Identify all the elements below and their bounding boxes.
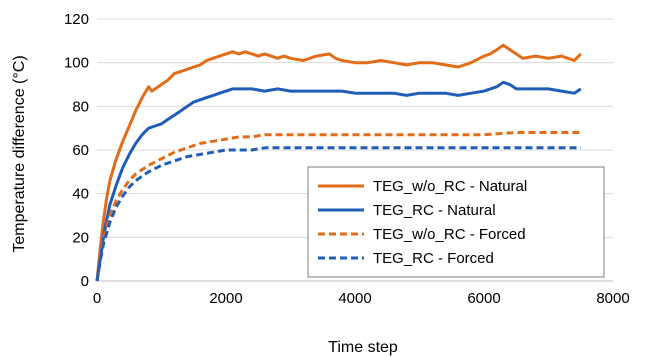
series-line-1 [95,80,582,282]
series-line-0 [95,43,582,282]
y-tick-label-1: 20 [72,229,89,246]
legend-label-1: TEG_RC - Natural [373,202,496,219]
y-tick-label-5: 100 [64,55,89,72]
y-tick-label-3: 60 [72,142,89,159]
series-line-3 [95,146,581,282]
y-tick-label-0: 0 [81,273,89,290]
series-lines [95,43,582,282]
x-axis-title: Time step [328,339,398,356]
x-tick-label-4: 8000 [596,290,629,307]
y-tick-label-6: 120 [64,11,89,28]
x-tick-label-1: 2000 [209,290,242,307]
x-tick-label-2: 4000 [338,290,371,307]
legend-label-0: TEG_w/o_RC - Natural [373,178,527,195]
x-tick-label-0: 0 [93,290,101,307]
y-axis-title: Temperature difference (°C) [11,55,28,252]
x-tick-label-3: 6000 [467,290,500,307]
legend-label-3: TEG_RC - Forced [373,250,494,267]
legend: TEG_w/o_RC - Natural TEG_RC - Natural TEG_… [307,166,605,278]
y-tick-label-4: 80 [72,98,89,115]
y-tick-label-2: 40 [72,186,89,203]
tick-labels: 0 20 40 60 80 100 120 0 2000 4000 6000 8000 [64,11,630,307]
legend-label-2: TEG_w/o_RC - Forced [373,226,526,243]
series-line-2 [95,131,581,282]
